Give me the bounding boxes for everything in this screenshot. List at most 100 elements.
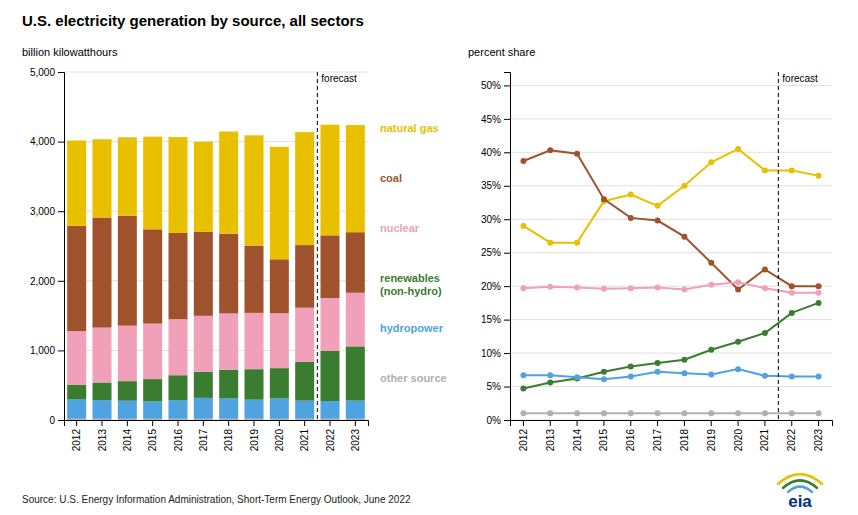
bar [194, 142, 213, 232]
bar [245, 400, 264, 419]
marker [520, 372, 526, 378]
marker [628, 215, 634, 221]
x-tick-label: 2023 [813, 429, 824, 452]
grid-line [510, 118, 832, 119]
markers [520, 410, 821, 416]
x-tick-label: 2014 [572, 429, 583, 452]
marker [735, 410, 741, 416]
x-tick: 2018 [223, 420, 234, 451]
x-tick-label: 2019 [249, 429, 260, 452]
y-tick-mark [504, 286, 510, 287]
bar [270, 147, 289, 260]
y-tick-label: 15% [481, 314, 501, 325]
bar [67, 419, 86, 420]
y-tick-mark [58, 281, 64, 282]
y-tick-label: 1,000 [30, 345, 55, 356]
bar [270, 419, 289, 420]
x-tick-mark [254, 420, 255, 426]
marker [547, 240, 553, 246]
x-tick-label: 2016 [625, 429, 636, 452]
bar [321, 401, 340, 419]
x-tick-mark [178, 420, 179, 426]
x-tick-label: 2021 [299, 429, 310, 452]
marker [708, 371, 714, 377]
bar [295, 362, 314, 401]
bar [194, 398, 213, 419]
y-tick: 0 [49, 415, 64, 426]
marker [789, 310, 795, 316]
x-tick-mark [791, 420, 792, 426]
y-axis-title: billion kilowatthours [22, 46, 118, 58]
y-tick-mark [58, 72, 64, 73]
x-tick-label: 2015 [147, 429, 158, 452]
y-tick: 1,000 [30, 345, 64, 356]
x-tick: 2013 [545, 420, 556, 451]
markers [520, 366, 821, 382]
x-tick-mark [102, 420, 103, 426]
panel-line: 0%5%10%15%20%25%30%35%40%45%50%201220132… [468, 46, 833, 451]
marker [816, 173, 822, 179]
bar [93, 400, 112, 419]
y-tick-label: 3,000 [30, 206, 55, 217]
bar [118, 401, 137, 419]
x-tick: 2017 [652, 420, 663, 451]
marker [628, 191, 634, 197]
bar [346, 346, 365, 400]
x-tick-mark [523, 420, 524, 426]
bar [67, 226, 86, 331]
marker [789, 290, 795, 296]
y-tick-mark [504, 253, 510, 254]
marker [681, 370, 687, 376]
marker [762, 373, 768, 379]
line [523, 282, 818, 293]
bar [295, 132, 314, 245]
y-tick-mark [504, 152, 510, 153]
marker [708, 347, 714, 353]
marker [816, 300, 822, 306]
bar [346, 232, 365, 293]
marker [735, 366, 741, 372]
x-tick-label: 2017 [652, 429, 663, 452]
marker [574, 410, 580, 416]
markers [520, 147, 821, 292]
x-tick-label: 2021 [759, 429, 770, 452]
y-tick-mark [504, 420, 510, 421]
markers [520, 146, 821, 246]
x-tick: 2020 [274, 420, 285, 451]
bar [67, 331, 86, 385]
x-tick: 2021 [759, 420, 770, 451]
marker [601, 376, 607, 382]
y-tick-label: 2,000 [30, 276, 55, 287]
marker [574, 374, 580, 380]
marker [655, 218, 661, 224]
legend-entry: renewables(non-hydro) [380, 272, 442, 297]
bar [346, 125, 365, 232]
x-tick-label: 2016 [173, 429, 184, 452]
annotation: forecast [321, 73, 357, 84]
marker [574, 151, 580, 157]
marker [789, 374, 795, 380]
x-tick-mark [304, 420, 305, 426]
bar [118, 216, 137, 326]
x-tick: 2021 [299, 420, 310, 451]
bar [245, 369, 264, 399]
bar [295, 419, 314, 420]
bar [219, 398, 238, 418]
chart: 01,0002,0003,0004,0005,00020122013201420… [0, 0, 858, 515]
x-tick-label: 2023 [350, 429, 361, 452]
bar [346, 293, 365, 347]
y-tick-mark [504, 186, 510, 187]
annotation: forecast [782, 73, 818, 84]
x-tick-mark [279, 420, 280, 426]
bar [169, 319, 188, 375]
marker [762, 266, 768, 272]
x-tick-label: 2018 [679, 429, 690, 452]
marker [520, 410, 526, 416]
bar [194, 232, 213, 316]
bar [194, 316, 213, 372]
marker [520, 285, 526, 291]
x-tick-mark [577, 420, 578, 426]
bar [118, 137, 137, 215]
marker [708, 410, 714, 416]
x-tick-label: 2015 [598, 429, 609, 452]
